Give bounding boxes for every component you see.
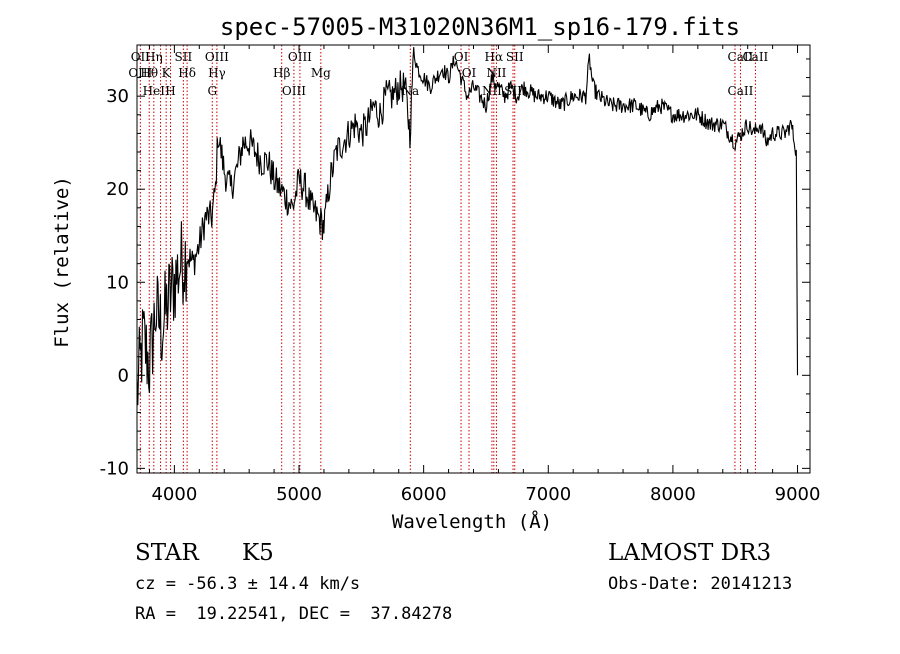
spectral-line-label: H: [165, 84, 175, 98]
object-class: STAR: [135, 540, 199, 566]
spectral-line-label: Mg: [311, 66, 331, 80]
y-tick-label: 10: [106, 272, 129, 293]
spectral-line-label: CaII: [742, 50, 768, 64]
x-tick-label: 7000: [525, 484, 571, 505]
spectral-line-label: HeI: [143, 84, 166, 98]
spectral-line-label: K: [162, 66, 172, 80]
y-tick-label: 0: [118, 365, 129, 386]
line-markers: [139, 45, 756, 473]
spectral-line-label: OI: [462, 66, 477, 80]
object-subclass: K5: [242, 540, 274, 566]
coordinates: RA = 19.22541, DEC = 37.84278: [135, 604, 452, 624]
spectral-line-label: SII: [506, 50, 524, 64]
y-axis-ticks: -10 0 10 20 30: [100, 58, 810, 479]
spectral-line-label: G: [207, 84, 217, 98]
spectral-line-label: Hγ: [208, 66, 226, 80]
spectral-line-label: OIII: [288, 50, 312, 64]
plot-frame: [136, 44, 811, 474]
y-tick-label: 20: [106, 179, 129, 200]
x-tick-label: 6000: [401, 484, 447, 505]
x-axis-ticks: 4000 5000 6000 7000 8000 9000: [148, 45, 821, 505]
x-tick-label: 5000: [276, 484, 322, 505]
observation-date: Obs-Date: 20141213: [608, 574, 792, 594]
spectral-line-label: Hη: [145, 50, 163, 64]
spectral-line-label: OI: [454, 50, 469, 64]
x-tick-label: 4000: [151, 484, 197, 505]
x-tick-label: 9000: [775, 484, 821, 505]
spectral-line-label: OIII: [205, 50, 229, 64]
y-tick-label: -10: [100, 458, 129, 479]
x-axis-label: Wavelength (Å): [392, 510, 552, 533]
chart-title: spec-57005-M31020N36M1_sp16-179.fits: [220, 13, 740, 41]
y-tick-label: 30: [106, 86, 129, 107]
spectral-line-label: Hβ: [273, 66, 290, 80]
spectral-line-label: CaII: [728, 84, 754, 98]
y-axis-label: Flux (relative): [51, 176, 73, 348]
redshift-cz: cz = -56.3 ± 14.4 km/s: [135, 574, 360, 594]
survey-name: LAMOST DR3: [608, 540, 771, 566]
spectral-line-label: NII: [486, 66, 506, 80]
x-tick-label: 8000: [650, 484, 696, 505]
spectral-line-label: OIII: [128, 66, 152, 80]
spectrum-series: [136, 47, 799, 406]
spectral-line-label: Hδ: [178, 66, 196, 80]
spectral-line-label: Hθ: [140, 66, 158, 80]
spectral-line-label: OII: [131, 50, 151, 64]
spectral-line-label: CaII: [728, 50, 754, 64]
spectral-line-label: OIII: [282, 84, 306, 98]
spectral-line-label: Hα: [485, 50, 504, 64]
spectral-line-label: SII: [175, 50, 193, 64]
